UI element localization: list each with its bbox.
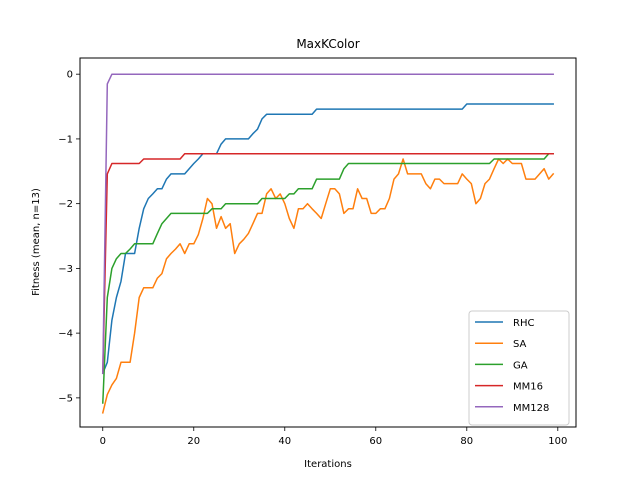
y-tick-label: −3	[58, 264, 73, 275]
legend-label-sa: SA	[513, 339, 527, 350]
x-tick-label: 80	[460, 436, 473, 447]
series-layer	[101, 73, 555, 414]
y-axis-label: Fitness (mean, n=13)	[31, 188, 42, 296]
series-line-sa	[101, 158, 555, 414]
series-line-rhc	[101, 103, 554, 375]
y-axis: 0 −1 −2 −3 −4 −5	[58, 70, 80, 404]
y-tick-label: 0	[67, 70, 73, 81]
y-tick-label: −1	[58, 134, 73, 145]
x-tick-label: 60	[369, 436, 382, 447]
legend-box	[468, 310, 570, 426]
chart-title: MaxKColor	[296, 37, 359, 51]
series-line-mm16	[102, 153, 554, 375]
x-tick-label: 0	[100, 436, 106, 447]
y-tick-label: −4	[58, 329, 73, 340]
y-tick-label: −2	[58, 199, 73, 210]
series-line-mm128	[102, 73, 554, 375]
plot-frame	[79, 57, 577, 428]
legend-label-ga: GA	[513, 360, 528, 371]
x-tick-label: 100	[548, 436, 567, 447]
legend-label-mm16: MM16	[513, 382, 543, 393]
legend-label-rhc: RHC	[513, 318, 534, 329]
legend-label-mm128: MM128	[513, 403, 549, 414]
series-line-ga	[102, 153, 554, 404]
x-axis: 0 20 40 60 80 100	[100, 427, 567, 447]
legend: RHC SA GA MM16 MM128	[468, 310, 570, 426]
x-tick-label: 40	[278, 436, 291, 447]
x-axis-label: Iterations	[304, 459, 352, 470]
x-tick-label: 20	[187, 436, 200, 447]
y-tick-label: −5	[58, 393, 73, 404]
